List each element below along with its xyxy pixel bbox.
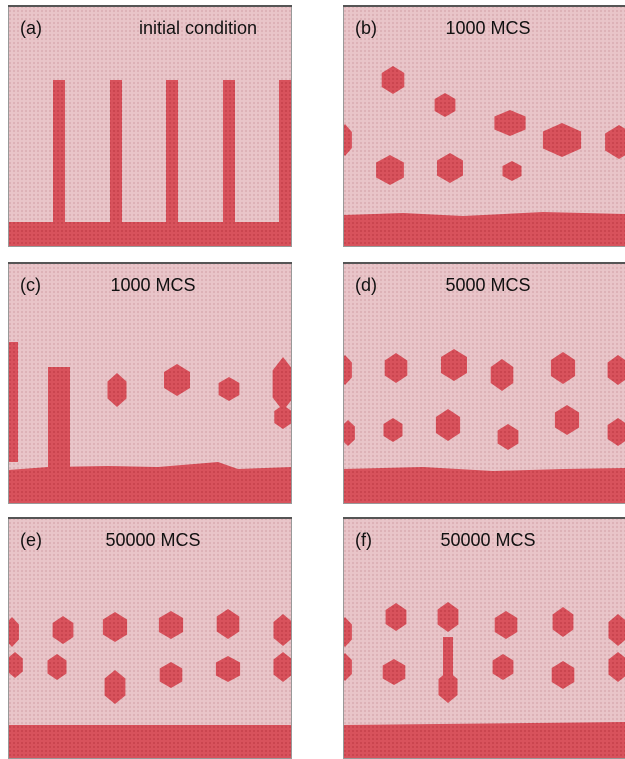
panel: (d) 5000 MCS [338,262,625,504]
substrate [343,722,625,759]
panel-title: initial condition [139,18,257,38]
panel-content [8,262,293,504]
panel-title: 5000 MCS [445,275,530,295]
pillar [48,367,70,475]
substrate [343,467,625,504]
panel-label: (d) [355,275,377,295]
panel: (e) 50000 MCS [5,517,292,759]
figure: (a) initial condition (b) 1000 MCS (c) 1000 M… [0,0,625,759]
panel-title: 1000 MCS [445,18,530,38]
panel-title: 50000 MCS [105,530,200,550]
substrate [343,212,625,247]
panel: (a) initial condition [8,5,292,247]
panel-content [5,517,292,759]
panel-label: (b) [355,18,377,38]
panel-content [338,5,625,247]
panel: (c) 1000 MCS [8,262,293,504]
pillar [279,80,291,225]
panel-label: (a) [20,18,42,38]
page: (a) initial condition (b) 1000 MCS (c) 1000 M… [0,0,625,759]
panel-background [343,262,625,504]
pillar [223,80,235,225]
panel-label: (c) [20,275,41,295]
panel-title: 50000 MCS [440,530,535,550]
pillar [166,80,178,225]
panel-content [338,262,625,504]
panel-content [338,517,625,759]
substrate [8,222,292,247]
panel-background [8,517,292,759]
panel: (b) 1000 MCS [338,5,625,247]
panel-label: (f) [355,530,372,550]
pillar [53,80,65,225]
panel: (f) 50000 MCS [338,517,625,759]
pillar [8,342,18,462]
panel-title: 1000 MCS [110,275,195,295]
pillar [110,80,122,225]
substrate [8,725,292,759]
panel-background [8,5,292,247]
panel-label: (e) [20,530,42,550]
panel-content [8,5,292,247]
panel-background [343,5,625,247]
